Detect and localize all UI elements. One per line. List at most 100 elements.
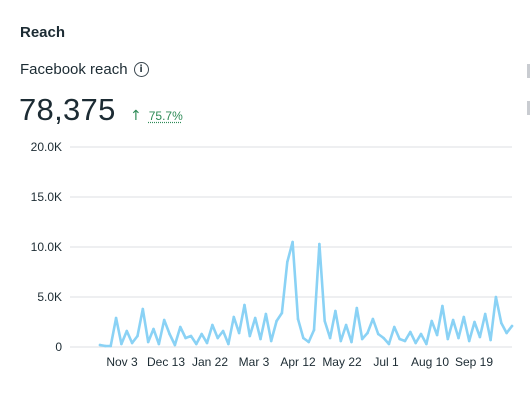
data-point: [323, 319, 327, 323]
data-point: [478, 335, 482, 339]
data-point: [184, 336, 187, 340]
data-point: [505, 331, 508, 335]
data-point: [339, 339, 343, 343]
x-tick-label: Nov 3: [106, 355, 138, 369]
delta-badge: ↑ 75.7%: [130, 108, 183, 124]
data-point: [136, 334, 139, 338]
x-tick-label: May 22: [322, 355, 362, 369]
y-tick-label: 15.0K: [31, 190, 62, 204]
data-point: [376, 332, 380, 336]
x-tick-label: Apr 12: [280, 355, 316, 369]
data-point: [125, 329, 129, 333]
data-point: [237, 331, 241, 335]
data-point: [280, 311, 284, 315]
data-point: [318, 242, 321, 246]
data-point: [205, 341, 209, 345]
data-point: [403, 339, 407, 343]
data-point: [344, 323, 348, 327]
data-point: [248, 334, 252, 338]
data-point: [173, 343, 177, 347]
y-tick-label: 0: [55, 340, 62, 354]
data-point: [195, 342, 198, 346]
data-point: [312, 328, 316, 332]
data-point: [350, 340, 353, 344]
data-point: [285, 260, 289, 264]
x-tick-label: Jan 22: [192, 355, 228, 369]
data-point: [489, 338, 492, 342]
next-card-edge: [527, 64, 530, 78]
data-point: [419, 332, 423, 336]
data-point: [467, 339, 471, 343]
metric-label: Facebook reach: [20, 61, 128, 78]
data-point: [414, 341, 417, 345]
data-point: [392, 325, 396, 329]
data-point: [200, 332, 203, 336]
data-point: [189, 334, 193, 338]
data-point: [302, 336, 305, 340]
data-point: [366, 331, 369, 335]
data-point: [130, 341, 134, 345]
data-point: [462, 315, 466, 319]
data-point: [162, 318, 166, 322]
reach-series-line: [98, 240, 514, 348]
data-point: [307, 340, 310, 344]
data-point: [355, 306, 359, 310]
data-point: [499, 321, 503, 325]
metric-value: 78,375: [19, 92, 116, 127]
data-point: [296, 317, 300, 321]
data-point: [435, 333, 439, 337]
delta-value[interactable]: 75.7%: [148, 109, 183, 123]
data-point: [227, 342, 230, 346]
data-point: [398, 337, 401, 341]
data-point: [275, 319, 278, 323]
data-point: [328, 336, 332, 340]
x-tick-label: Dec 13: [147, 355, 185, 369]
data-point: [243, 303, 246, 307]
data-point: [120, 342, 123, 346]
data-point: [494, 295, 498, 299]
info-icon[interactable]: i: [133, 62, 149, 77]
data-point: [430, 319, 434, 323]
data-point: [371, 317, 375, 321]
data-point: [473, 320, 476, 324]
x-tick-label: Mar 3: [239, 355, 270, 369]
data-point: [152, 327, 155, 331]
x-tick-label: Jul 1: [373, 355, 399, 369]
arrow-up-icon: ↑: [130, 108, 142, 124]
data-point: [157, 342, 161, 346]
metric-label-row: Facebook reach i: [20, 61, 149, 78]
data-point: [510, 324, 514, 328]
data-point: [360, 337, 364, 341]
y-tick-label: 5.0K: [37, 290, 62, 304]
data-point: [291, 240, 294, 244]
data-point: [146, 340, 150, 344]
next-card-edge: [527, 101, 530, 115]
data-point: [387, 342, 391, 346]
data-point: [178, 325, 182, 329]
data-point: [211, 323, 214, 327]
data-point: [264, 312, 268, 316]
data-point: [114, 316, 118, 320]
data-point: [104, 344, 107, 348]
data-point: [259, 337, 262, 341]
y-tick-label: 20.0K: [31, 140, 62, 154]
data-point: [483, 312, 487, 316]
data-point: [382, 336, 385, 340]
section-title: Reach: [20, 24, 66, 41]
data-point: [141, 307, 145, 311]
data-point: [98, 343, 102, 347]
data-point: [168, 332, 171, 336]
data-point: [446, 337, 450, 341]
data-point: [221, 329, 225, 333]
data-point: [232, 315, 236, 319]
x-tick-label: Sep 19: [455, 355, 493, 369]
data-point: [425, 342, 428, 346]
data-point: [334, 309, 337, 313]
y-tick-label: 10.0K: [31, 240, 62, 254]
data-point: [457, 336, 460, 340]
data-point: [441, 304, 444, 308]
data-point: [216, 336, 220, 340]
data-point: [253, 316, 257, 320]
data-point: [269, 339, 273, 343]
